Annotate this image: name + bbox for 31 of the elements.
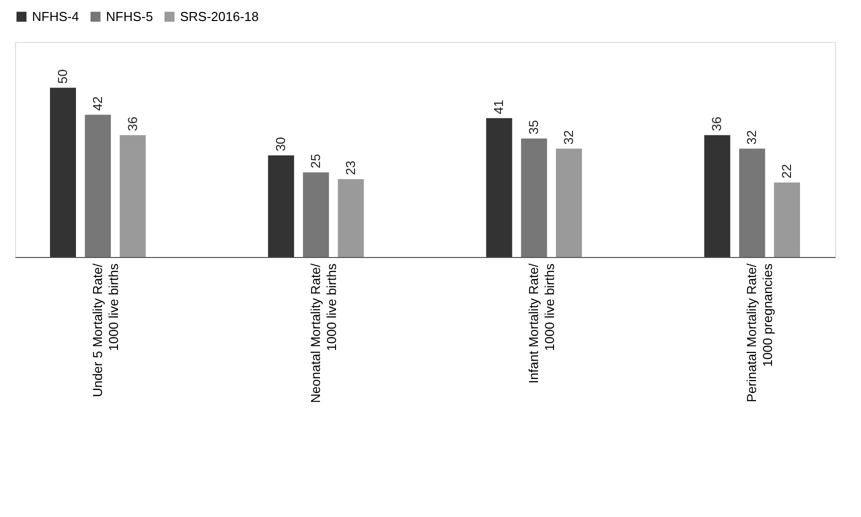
x-tick-label: Under 5 Mortality Rate/ 1000 live births [90,263,121,398]
data-label: 35 [526,120,542,134]
x-tick-label: Perinatal Mortality Rate/ 1000 pregnancies [744,263,776,402]
bar [556,148,582,257]
data-label: 36 [124,116,140,132]
data-label: 42 [90,96,105,111]
data-label: 32 [744,130,760,145]
legend-label: NFHS-5 [106,8,153,24]
x-tick-label: Infant Mortality Rate/ 1000 live births [526,263,558,384]
x-tick-label: Neonatal Mortality Rate/ 1000 live births [308,263,339,403]
bar [338,179,364,257]
data-label: 22 [779,164,794,179]
data-label: 50 [54,69,70,84]
bar [302,172,329,257]
data-label: 23 [342,160,358,176]
bar [774,182,800,257]
bar [521,138,548,257]
bar [268,155,294,257]
bar [50,88,76,257]
data-label: 30 [273,136,288,152]
bar [84,114,111,257]
bar [704,135,730,257]
data-label: 36 [709,116,724,132]
bar [739,148,766,257]
legend-label: SRS-2016-18 [180,8,259,24]
bar [486,118,512,257]
bar [120,135,146,257]
data-label: 32 [560,130,576,145]
data-label: 25 [308,154,323,168]
data-label: 41 [491,100,506,114]
legend-label: NFHS-4 [32,8,79,24]
